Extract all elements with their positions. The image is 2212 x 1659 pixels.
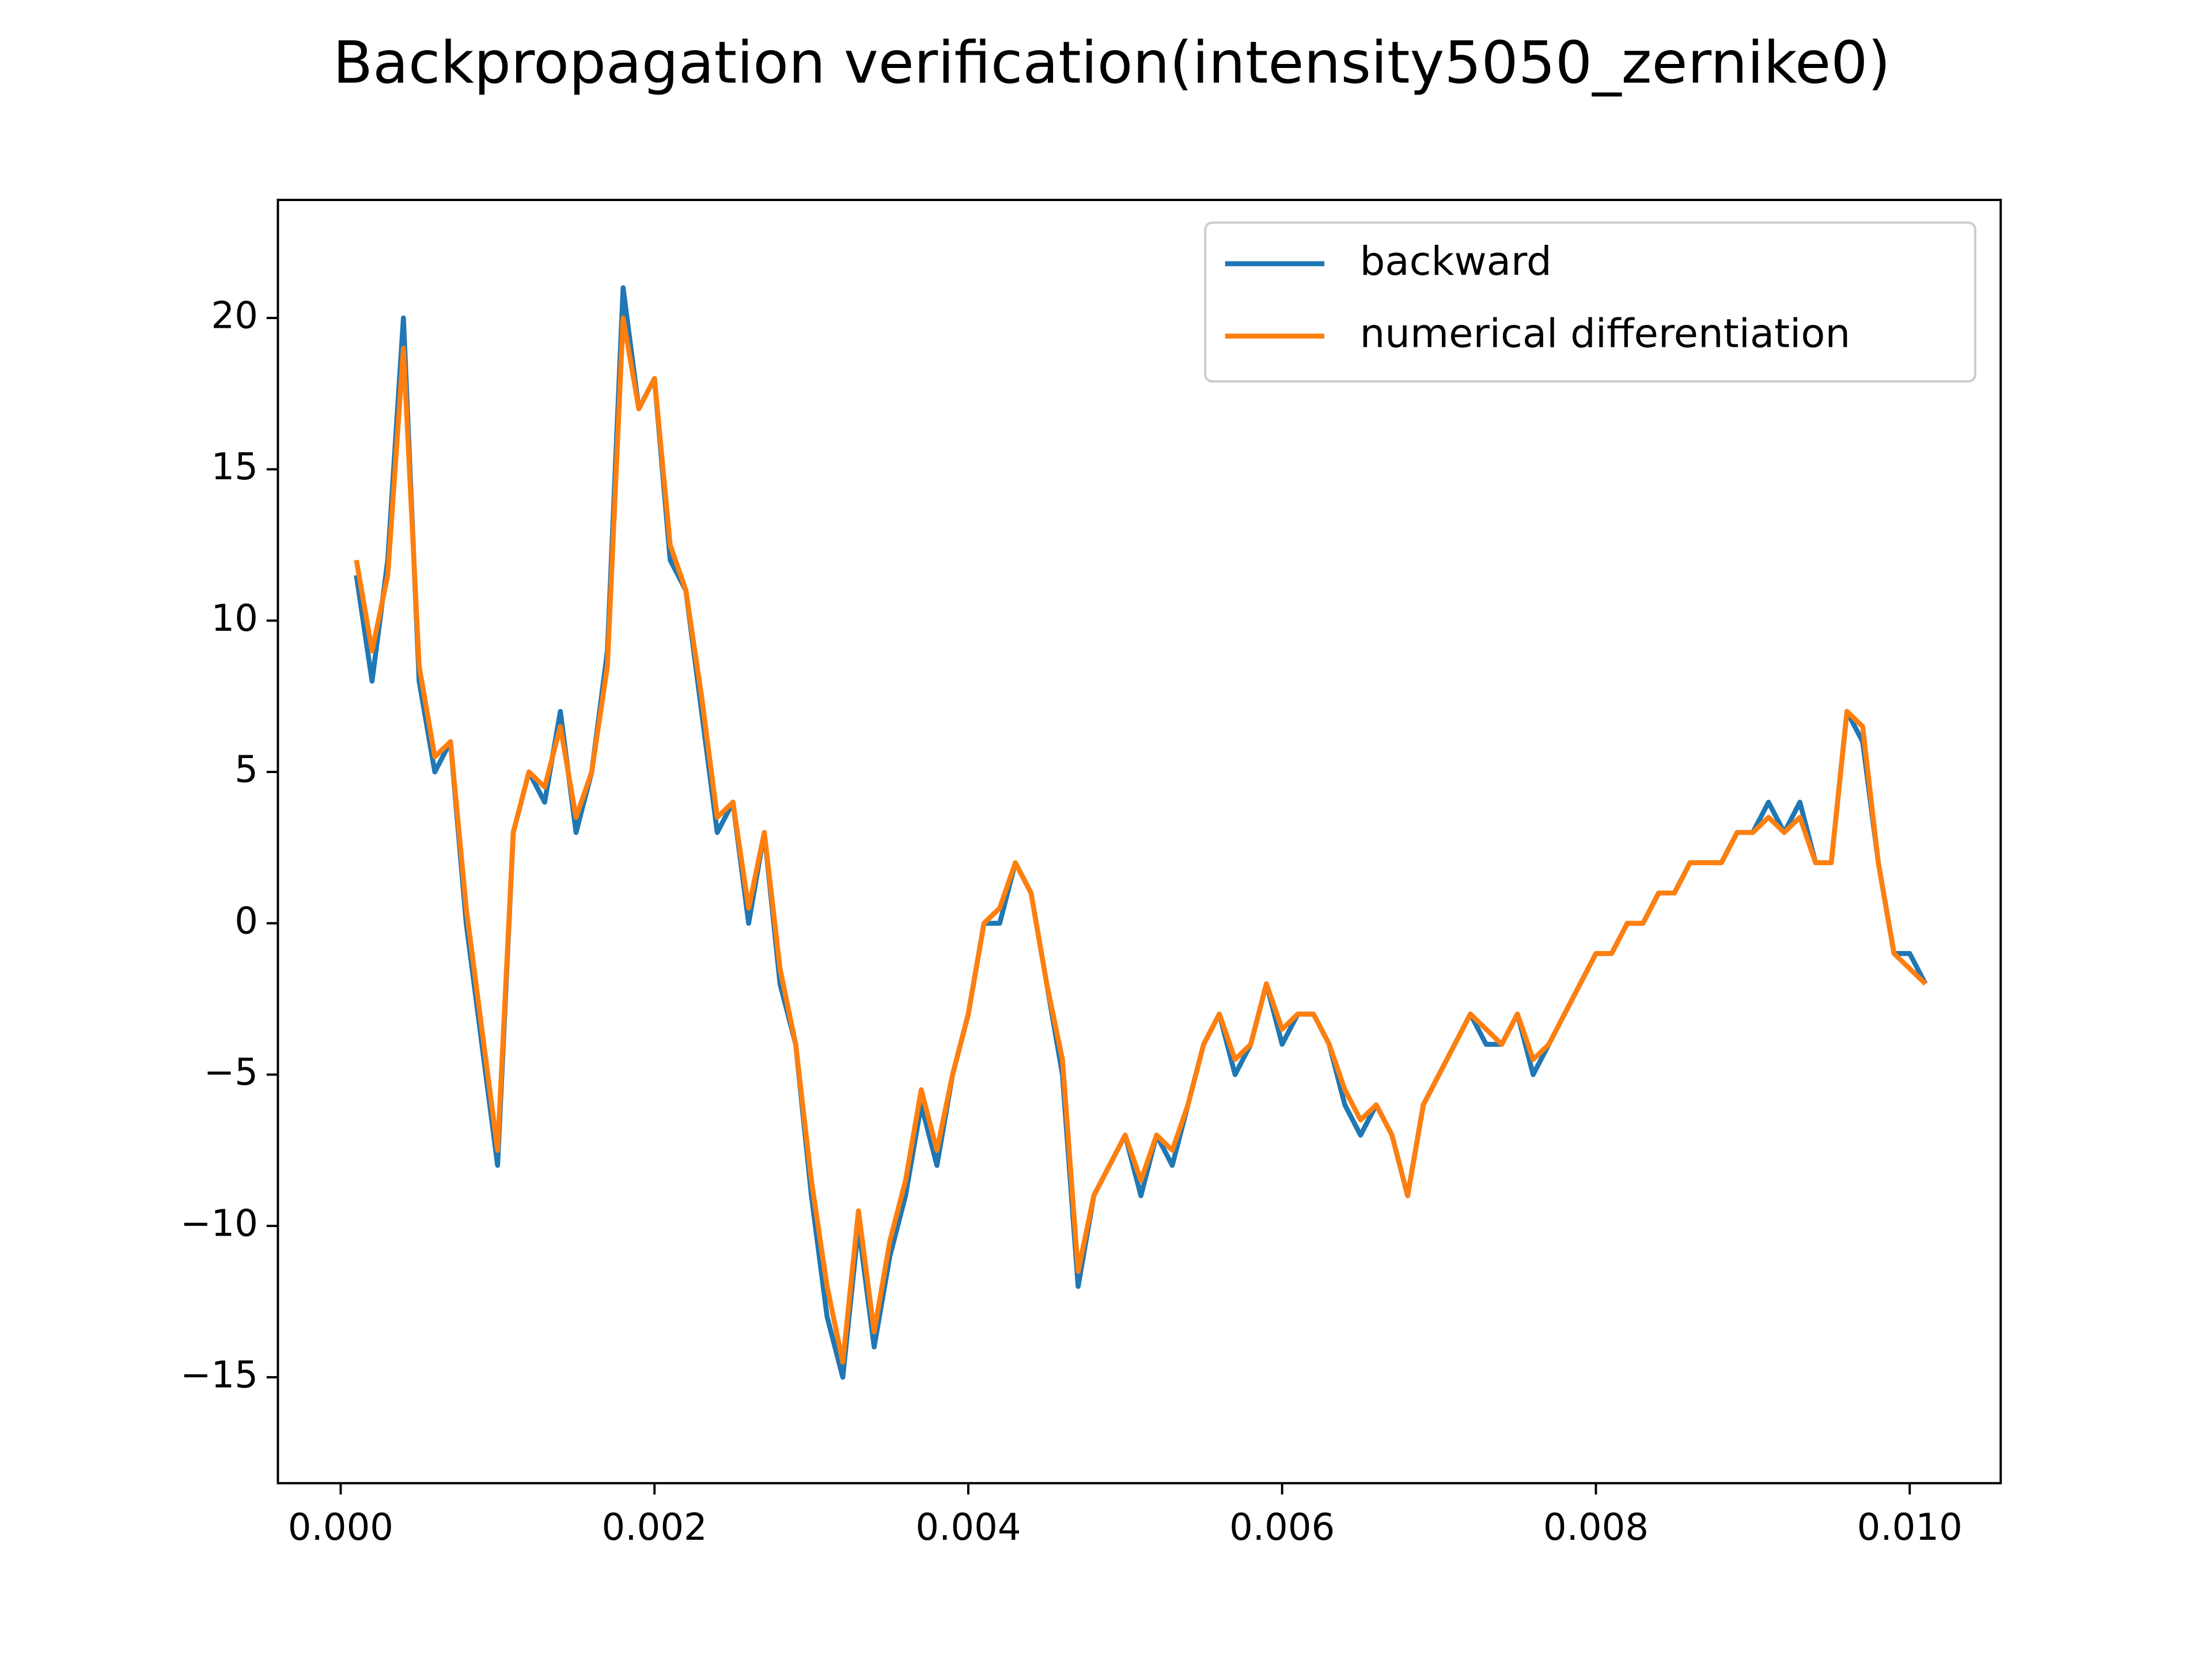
y-tick-label: 0: [234, 900, 258, 942]
x-tick-label: 0.010: [1857, 1506, 1963, 1549]
x-tick-label: 0.000: [288, 1506, 393, 1549]
y-tick-label: 10: [211, 597, 258, 640]
chart-title: Backpropagation verification(intensity50…: [333, 29, 1891, 97]
x-tick-label: 0.004: [915, 1506, 1021, 1549]
y-tick-label: −15: [180, 1354, 258, 1396]
y-tick-label: 15: [211, 446, 258, 488]
legend: backward numerical differentiation: [1204, 221, 1976, 383]
y-tick-label: 20: [211, 295, 258, 338]
y-tick-label: −5: [204, 1051, 258, 1094]
plot-frame: [276, 199, 2002, 1484]
x-tick-label: 0.002: [602, 1506, 707, 1549]
series-line: [354, 285, 1928, 1380]
series-line: [354, 315, 1927, 1365]
y-tick-label: 5: [234, 749, 258, 791]
x-tick-label: 0.006: [1229, 1506, 1335, 1549]
legend-box: [1204, 221, 1976, 383]
x-tick-label: 0.008: [1543, 1506, 1649, 1549]
y-tick-label: −10: [180, 1203, 258, 1245]
legend-label: numerical differentiation: [1360, 310, 1851, 357]
legend-label: backward: [1360, 238, 1552, 285]
